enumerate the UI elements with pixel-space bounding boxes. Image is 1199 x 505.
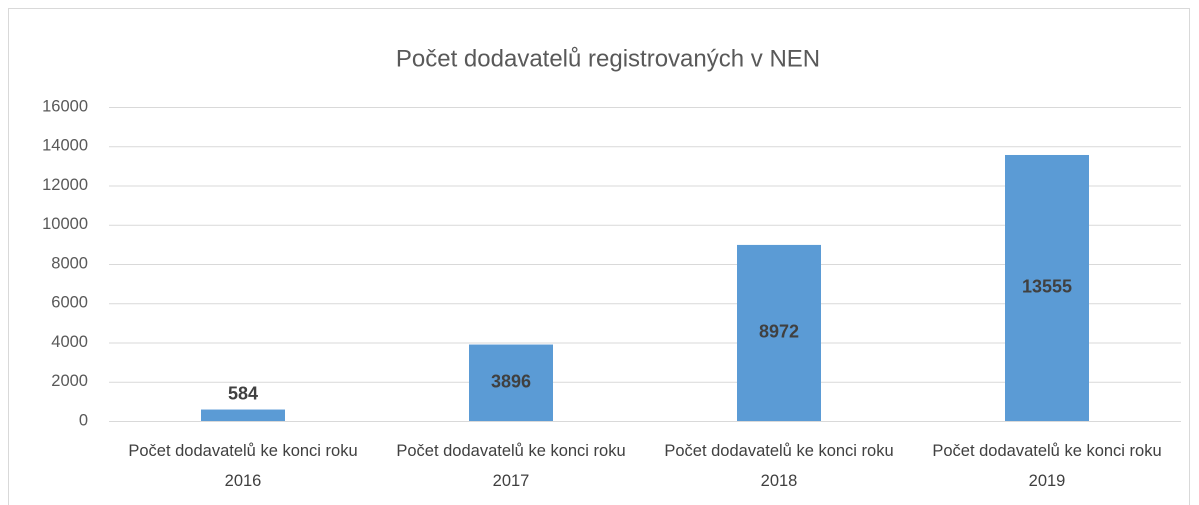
data-label: 584 [228,383,258,403]
data-label: 3896 [491,372,531,392]
data-label: 13555 [1022,277,1072,297]
y-tick-label: 4000 [51,333,88,351]
data-label: 8972 [759,322,799,342]
bar [1005,154,1089,421]
bar [201,409,285,421]
y-tick-label: 16000 [42,97,88,115]
chart-title: Počet dodavatelů registrovaných v NEN [396,45,820,72]
x-tick-label: Počet dodavatelů ke konci roku 2018 [664,442,894,490]
y-tick-label: 10000 [42,215,88,233]
x-tick-label: Počet dodavatelů ke konci roku 2017 [396,442,626,490]
bar [737,244,821,421]
y-tick-label: 2000 [51,372,88,390]
y-tick-label: 12000 [42,176,88,194]
y-tick-label: 8000 [51,254,88,272]
y-tick-label: 6000 [51,294,88,312]
y-tick-label: 0 [79,411,88,429]
chart-border [8,8,1190,505]
x-tick-label: Počet dodavatelů ke konci roku 2019 [932,442,1162,490]
y-tick-label: 14000 [42,137,88,155]
bar [469,344,553,421]
x-tick-label: Počet dodavatelů ke konci roku 2016 [128,442,358,490]
